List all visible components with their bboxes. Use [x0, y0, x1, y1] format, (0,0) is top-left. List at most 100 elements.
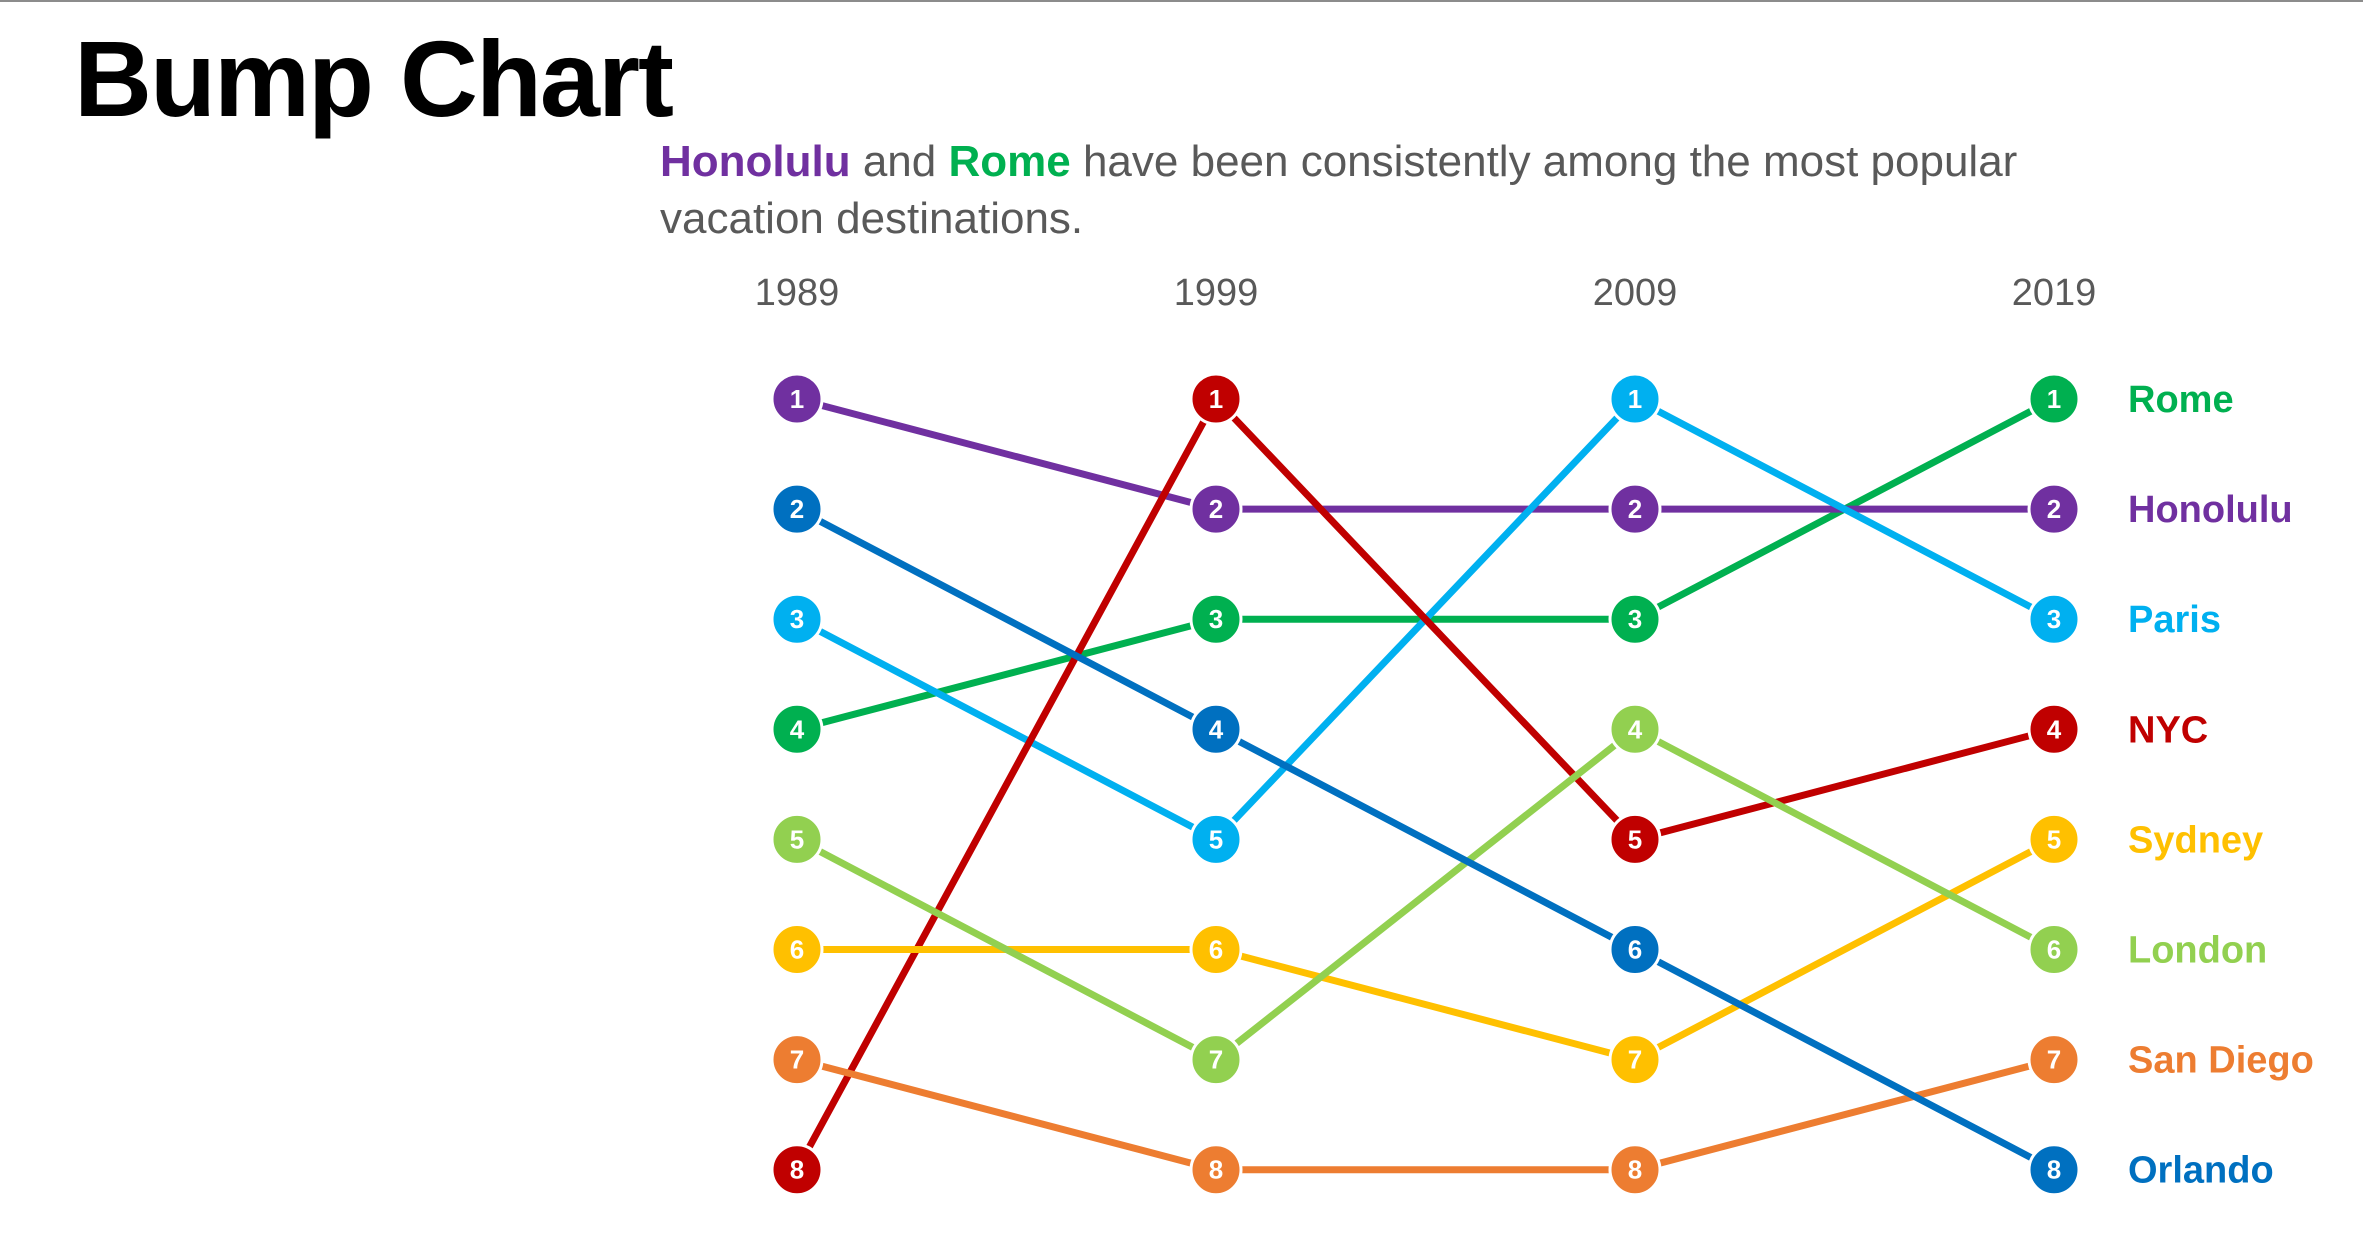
rank-marker-paris: 1: [1608, 372, 1662, 426]
rank-number: 8: [1628, 1155, 1642, 1185]
rank-markers: 4 3 3 1 1 2 2 2 3 5 1 3 8 1 5 4 6 6 7 5 5 7 4 6 7 8 8 7 2 4 6 8: [770, 372, 2081, 1197]
rank-marker-paris: 3: [2027, 592, 2081, 646]
rank-number: 8: [1209, 1155, 1223, 1185]
chart-subtitle: Honolulu and Rome have been consistently…: [660, 133, 2190, 247]
rank-number: 7: [790, 1045, 804, 1075]
rank-marker-paris: 5: [1189, 812, 1243, 866]
rank-number: 6: [1628, 935, 1642, 965]
subtitle-rest: have been consistently among the most po…: [660, 137, 2018, 243]
rank-marker-dot: [1189, 1033, 1243, 1087]
series-line-london: [793, 725, 2058, 1064]
rank-number: 2: [1628, 494, 1642, 524]
rank-marker-dot: [1608, 812, 1662, 866]
rank-marker-dot: [1189, 1143, 1243, 1197]
rank-marker-nyc: 5: [1608, 812, 1662, 866]
subtitle-connector: and: [850, 137, 949, 186]
rank-number: 5: [1628, 824, 1642, 854]
series-label-paris: Paris: [2128, 599, 2221, 641]
rank-marker-dot: [770, 923, 824, 976]
rank-number: 7: [1628, 1045, 1642, 1075]
rank-number: 6: [1209, 935, 1223, 965]
rank-marker-nyc: 8: [770, 1143, 824, 1197]
rank-number: 1: [790, 384, 804, 414]
series-line-san-diego: [793, 1056, 2058, 1174]
subtitle-highlight-rome: Rome: [948, 137, 1071, 186]
rank-marker-san-diego: 8: [1189, 1143, 1243, 1197]
rank-marker-dot: [770, 372, 824, 426]
rank-marker-honolulu: 1: [770, 372, 824, 426]
top-rule: [0, 0, 2363, 2]
rank-marker-paris: 3: [770, 592, 824, 646]
rank-marker-sydney: 7: [1608, 1033, 1662, 1087]
year-axis: 1989 1999 2009 2019: [755, 272, 2097, 314]
rank-marker-dot: [1608, 923, 1662, 976]
rank-number: 6: [790, 935, 804, 965]
rank-marker-orlando: 6: [1608, 923, 1662, 976]
series-label-nyc: NYC: [2128, 709, 2208, 751]
rank-marker-dot: [1608, 702, 1662, 756]
rank-marker-sydney: 6: [770, 923, 824, 976]
series-label-san-diego: San Diego: [2128, 1040, 2314, 1082]
rank-marker-dot: [2027, 1033, 2081, 1087]
series-label-honolulu: Honolulu: [2128, 489, 2293, 531]
rank-marker-nyc: 4: [2027, 702, 2081, 756]
series-label-london: London: [2128, 930, 2267, 972]
rank-marker-dot: [1189, 372, 1243, 426]
rank-marker-dot: [2027, 1143, 2081, 1197]
rank-number: 5: [790, 824, 804, 854]
rank-marker-dot: [770, 592, 824, 646]
rank-marker-rome: 3: [1189, 592, 1243, 646]
rank-marker-dot: [1189, 482, 1243, 536]
series-line-nyc: [793, 395, 2058, 1174]
rank-marker-orlando: 8: [2027, 1143, 2081, 1197]
series-line-honolulu: [793, 395, 2058, 513]
series-label-sydney: Sydney: [2128, 819, 2263, 861]
rank-marker-dot: [2027, 812, 2081, 866]
rank-marker-honolulu: 2: [1608, 482, 1662, 536]
rank-marker-sydney: 5: [2027, 812, 2081, 866]
rank-number: 2: [790, 494, 804, 524]
rank-marker-rome: 3: [1608, 592, 1662, 646]
rank-marker-dot: [1189, 923, 1243, 976]
subtitle-highlight-honolulu: Honolulu: [660, 137, 851, 186]
rank-marker-sydney: 6: [1189, 923, 1243, 976]
rank-marker-honolulu: 2: [1189, 482, 1243, 536]
series-label-rome: Rome: [2128, 379, 2234, 421]
rank-marker-dot: [770, 482, 824, 536]
rank-number: 4: [2047, 714, 2062, 744]
rank-marker-dot: [1189, 812, 1243, 866]
rank-marker-san-diego: 8: [1608, 1143, 1662, 1197]
rank-number: 3: [2047, 604, 2061, 634]
rank-marker-dot: [2027, 482, 2081, 536]
rank-marker-dot: [1189, 592, 1243, 646]
rank-marker-rome: 4: [770, 702, 824, 756]
rank-number: 4: [1628, 714, 1643, 744]
series-line-sydney: [793, 835, 2058, 1064]
series-lines: [793, 395, 2058, 1174]
rank-number: 1: [1209, 384, 1223, 414]
rank-number: 3: [1209, 604, 1223, 634]
rank-number: 8: [790, 1155, 804, 1185]
rank-number: 5: [2047, 824, 2061, 854]
rank-marker-orlando: 2: [770, 482, 824, 536]
page-title: Bump Chart: [74, 18, 674, 139]
rank-number: 3: [790, 604, 804, 634]
year-label: 1989: [755, 272, 840, 314]
rank-marker-san-diego: 7: [770, 1033, 824, 1087]
rank-number: 4: [790, 714, 805, 744]
rank-marker-london: 7: [1189, 1033, 1243, 1087]
year-label: 2019: [2012, 272, 2097, 314]
rank-marker-dot: [2027, 702, 2081, 756]
rank-marker-orlando: 4: [1189, 702, 1243, 756]
rank-number: 4: [1209, 714, 1224, 744]
year-label: 1999: [1174, 272, 1259, 314]
rank-marker-dot: [1608, 592, 1662, 646]
rank-marker-dot: [770, 1033, 824, 1087]
rank-marker-dot: [770, 812, 824, 866]
rank-marker-dot: [1608, 372, 1662, 426]
rank-marker-london: 6: [2027, 923, 2081, 976]
series-label-orlando: Orlando: [2128, 1150, 2274, 1192]
rank-marker-dot: [2027, 923, 2081, 976]
rank-number: 2: [2047, 494, 2061, 524]
